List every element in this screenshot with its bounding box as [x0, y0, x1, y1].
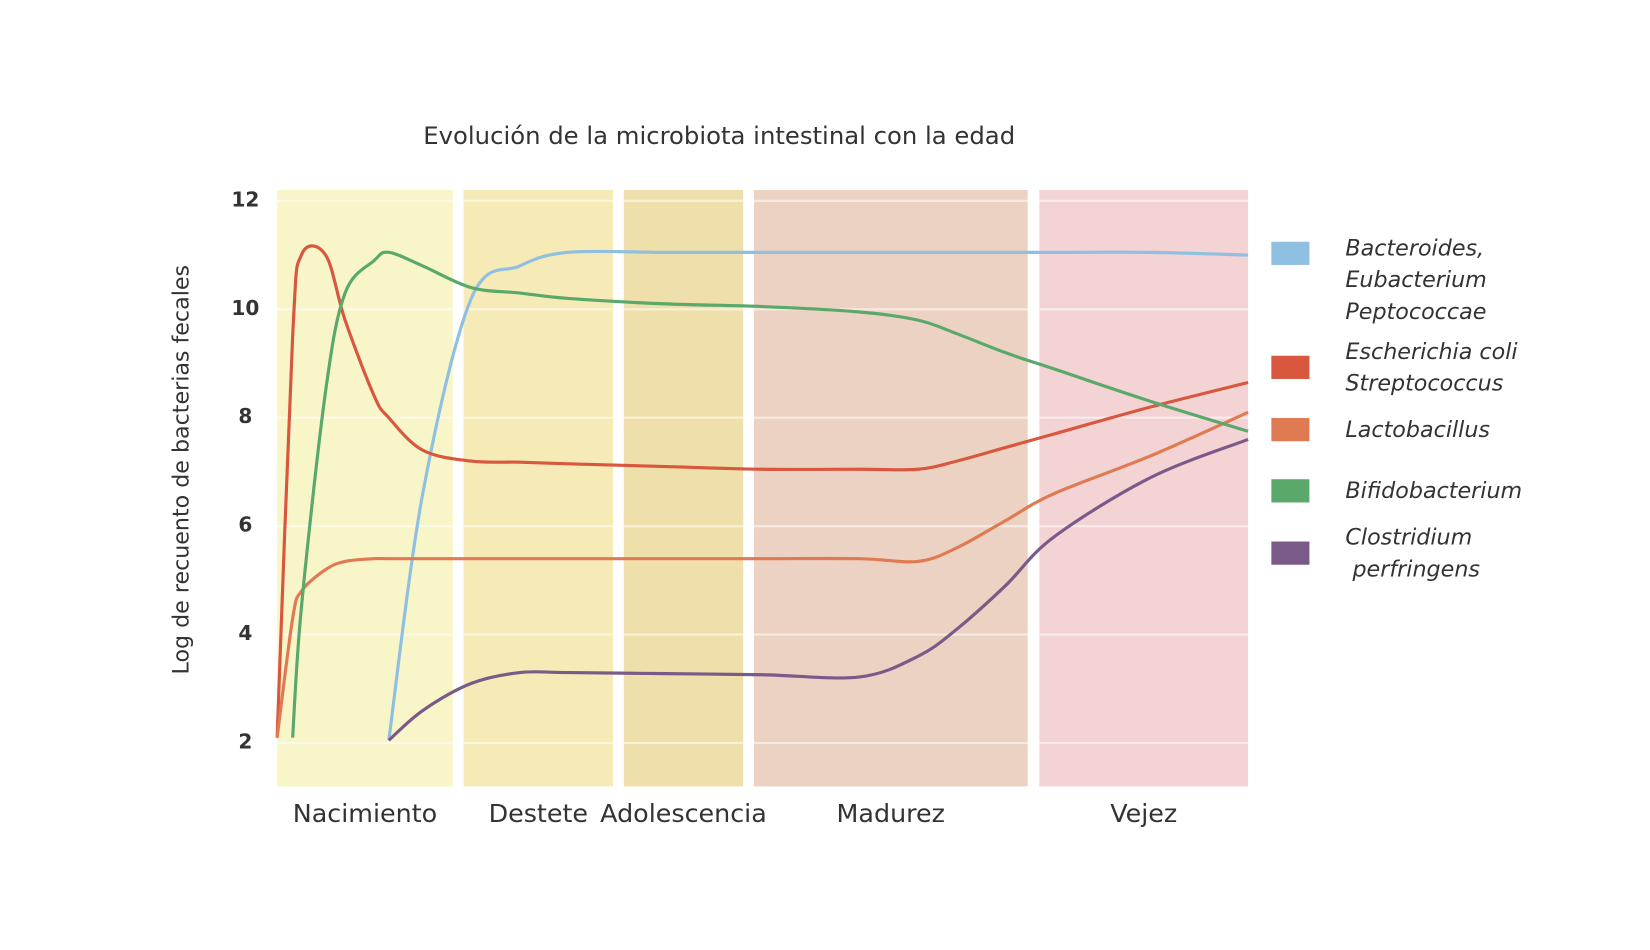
legend-swatch [1271, 355, 1310, 379]
x-band-label: Nacimiento [293, 798, 437, 828]
series-line [387, 249, 1249, 741]
legend-swatch [1271, 479, 1310, 503]
legend-label: Clostridium perfringens [1345, 524, 1480, 582]
stage-band [753, 190, 1028, 787]
legend-label: Escherichia coli Streptococcus [1345, 338, 1518, 396]
series-line [387, 437, 1249, 742]
x-band-label: Adolescencia [600, 798, 767, 828]
y-tick-label: 12 [231, 187, 259, 211]
y-tick-label: 8 [238, 404, 252, 428]
y-axis-label: Log de recuento de bacterias fecales [168, 265, 194, 675]
x-band-label: Madurez [837, 798, 945, 828]
y-tick-label: 10 [231, 296, 259, 320]
stage-band [1039, 190, 1249, 787]
legend-label: Bifidobacterium [1345, 478, 1523, 504]
x-band-label: Vejez [1110, 798, 1177, 828]
legend-swatch [1271, 541, 1310, 565]
stage-band [277, 190, 453, 787]
legend-swatch [1271, 418, 1310, 442]
legend-label: Lactobacillus [1345, 416, 1490, 443]
legend-label: Bacteroides, Eubacterium Peptococcae [1345, 235, 1487, 325]
y-tick-label: 6 [238, 513, 252, 537]
legend-swatch [1271, 241, 1310, 265]
series-line [275, 244, 1249, 738]
y-tick-label: 2 [238, 730, 252, 754]
series-line [275, 410, 1249, 738]
series-line [291, 250, 1249, 738]
stage-band [623, 190, 744, 787]
x-band-label: Destete [489, 798, 588, 828]
chart-title: Evolución de la microbiota intestinal co… [423, 121, 1015, 150]
y-tick-label: 4 [238, 621, 252, 645]
stage-band [463, 190, 614, 787]
